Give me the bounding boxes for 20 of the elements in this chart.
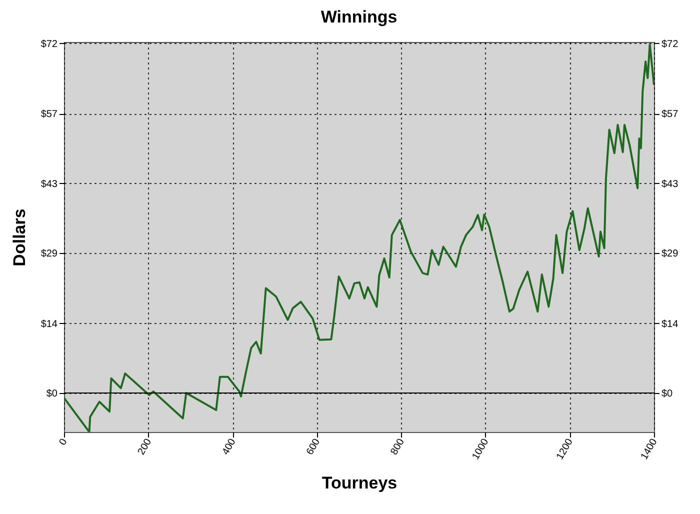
y-axis-title: Dollars [10,208,29,266]
x-tick-label: 0 [57,436,70,448]
y2-tick-label: $29 [662,248,679,260]
x-axis-title: Tourneys [322,473,398,492]
y-tick-label: $57 [40,109,58,120]
x-tick-label: 600 [304,436,323,457]
x-tick-label: 400 [220,436,238,457]
y-tick-label: $72 [40,38,58,50]
chart-title: Winnings [320,7,398,26]
y-tick-label: $43 [40,178,58,190]
y-tick-label: $14 [40,318,58,330]
y2-tick-label: $14 [662,318,679,330]
y2-tick-label: $72 [662,38,679,50]
y-tick-label: $29 [40,248,58,260]
y2-tick-label: $0 [662,388,674,400]
y2-tick-label: $43 [662,178,679,190]
y-tick-label: $0 [46,388,58,400]
y2-tick-label: $57 [662,109,679,120]
x-tick-label: 800 [388,436,408,457]
x-tick-label: 200 [136,436,154,457]
